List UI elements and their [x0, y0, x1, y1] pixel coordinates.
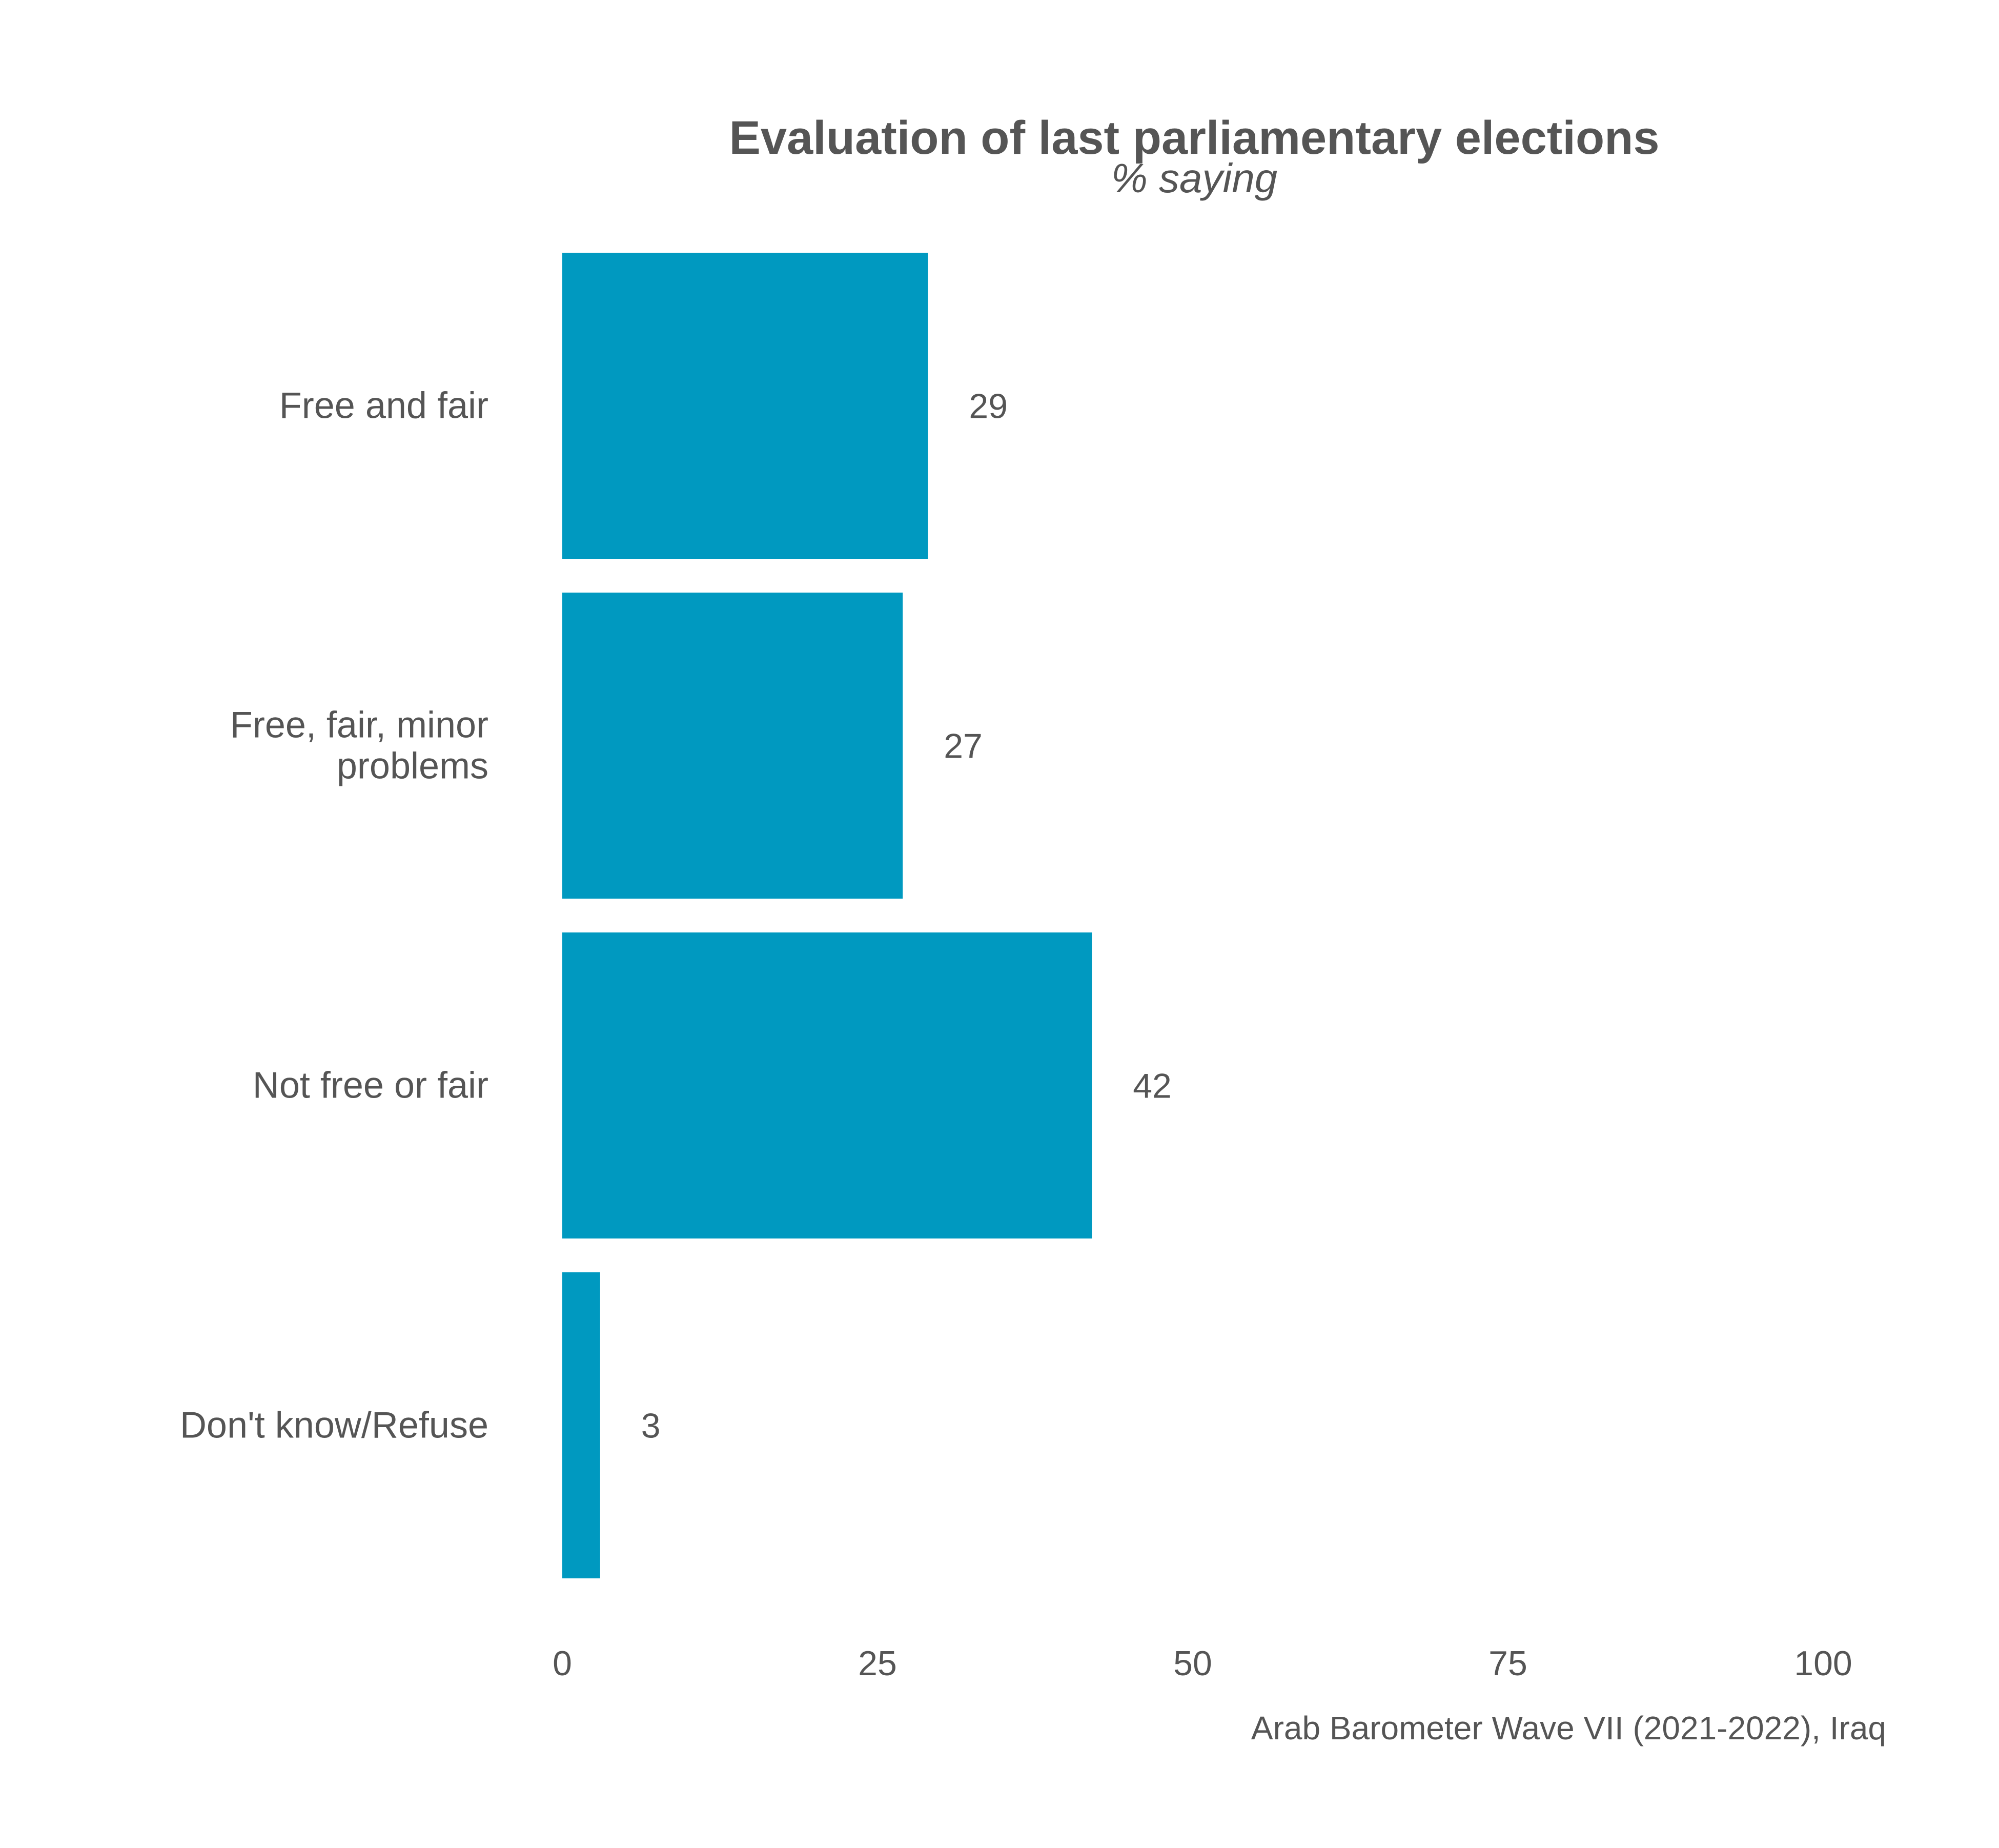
chart-caption: Arab Barometer Wave VII (2021-2022), Ira…	[1251, 1710, 1886, 1747]
bar-not-free-or-fair	[562, 932, 1092, 1238]
x-tick-label-25: 25	[858, 1644, 897, 1683]
bar-don-t-know-refuse	[562, 1272, 600, 1578]
data-label-don-t-know-refuse: 3	[641, 1407, 661, 1446]
category-label-line: Free and fair	[279, 385, 488, 427]
category-label-line: problems	[337, 746, 488, 787]
x-tick-label-75: 75	[1488, 1644, 1527, 1683]
data-label-not-free-or-fair: 42	[1133, 1067, 1172, 1106]
category-labels: Free and fair Free, fair, minor problems No…	[180, 385, 488, 1446]
bar-free-fair-minor-problems	[562, 593, 903, 899]
chart-title: Evaluation of last parliamentary electio…	[729, 112, 1659, 164]
x-axis-ticks: 0 25 50 75 100	[553, 1644, 1852, 1683]
category-label-line: Free, fair, minor	[230, 705, 488, 746]
data-labels: 29 27 42 3	[641, 387, 1172, 1446]
category-label-free-fair-minor-problems: Free, fair, minor problems	[230, 705, 488, 787]
category-label-not-free-or-fair: Not free or fair	[253, 1065, 488, 1106]
bar-free-and-fair	[562, 253, 928, 559]
x-tick-label-100: 100	[1794, 1644, 1852, 1683]
data-label-free-fair-minor-problems: 27	[944, 727, 983, 766]
x-tick-label-0: 0	[553, 1644, 572, 1683]
category-label-don-t-know-refuse: Don't know/Refuse	[180, 1405, 488, 1446]
category-label-line: Don't know/Refuse	[180, 1405, 488, 1446]
category-label-line: Not free or fair	[253, 1065, 488, 1106]
x-tick-label-50: 50	[1173, 1644, 1212, 1683]
category-label-free-and-fair: Free and fair	[279, 385, 488, 427]
data-label-free-and-fair: 29	[969, 387, 1008, 426]
bars-layer	[562, 253, 1092, 1578]
chart-subtitle: % saying	[1111, 155, 1278, 201]
